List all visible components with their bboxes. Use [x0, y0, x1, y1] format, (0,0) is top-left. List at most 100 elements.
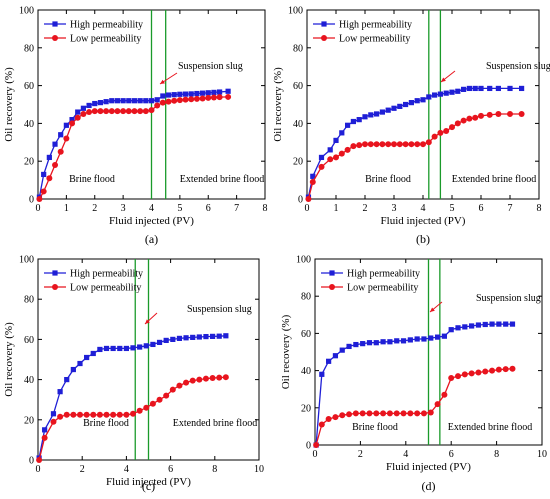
- x-tick-label: 0: [36, 464, 41, 475]
- legend-label: High permeability: [70, 269, 143, 280]
- data-point-low: [83, 411, 90, 418]
- data-point-high: [507, 85, 513, 92]
- data-point-low: [156, 396, 163, 403]
- data-point-high: [380, 339, 386, 345]
- data-point-low: [420, 141, 426, 148]
- x-tick-label: 1: [334, 203, 339, 214]
- data-point-low: [86, 109, 93, 116]
- annotation-suspension-slug: Suspension slug: [187, 304, 252, 315]
- data-point-low: [352, 410, 359, 417]
- data-point-low: [90, 411, 97, 418]
- data-point-low: [400, 410, 407, 417]
- data-point-high: [333, 137, 339, 144]
- data-point-high: [374, 111, 380, 117]
- data-point-low: [318, 421, 325, 428]
- data-point-high: [75, 109, 81, 115]
- data-point-high: [69, 117, 75, 123]
- data-point-low: [108, 108, 115, 115]
- data-point-high: [177, 91, 183, 97]
- data-point-high: [400, 338, 407, 344]
- data-point-low: [169, 386, 176, 393]
- data-point-high: [205, 90, 211, 96]
- x-axis-title: Fluid injected (PV): [381, 215, 466, 227]
- data-point-low: [460, 117, 467, 124]
- data-point-low: [136, 407, 143, 414]
- y-tick-label: 20: [24, 157, 34, 168]
- annotation-brine-flood: Brine flood: [69, 174, 115, 185]
- x-axis-title: Fluid injected (PV): [386, 461, 471, 473]
- data-point-low: [74, 114, 81, 121]
- data-point-low: [509, 365, 516, 372]
- data-point-low: [420, 410, 427, 417]
- y-tick-label: 0: [29, 195, 34, 206]
- data-point-low: [142, 108, 149, 115]
- data-point-high: [366, 340, 373, 346]
- data-point-high: [216, 333, 222, 339]
- data-point-low: [518, 110, 525, 117]
- data-point-high: [97, 346, 103, 353]
- legend-label: High permeability: [347, 269, 420, 280]
- y-axis-title: Oil recovery (%): [280, 314, 292, 389]
- data-point-low: [176, 97, 183, 104]
- data-point-high: [131, 98, 138, 104]
- data-point-high: [92, 100, 98, 107]
- data-point-low: [346, 411, 353, 418]
- data-point-high: [408, 100, 414, 106]
- data-point-low: [130, 410, 137, 417]
- x-tick-label: 2: [80, 464, 85, 475]
- data-point-low: [327, 156, 334, 163]
- data-point-high: [443, 90, 449, 96]
- data-point-high: [462, 324, 468, 330]
- data-point-high: [46, 154, 52, 161]
- data-point-low: [80, 110, 87, 117]
- data-point-high: [482, 321, 488, 328]
- data-point-low: [325, 415, 332, 422]
- legend-marker-square: [321, 21, 327, 27]
- series-line-high: [307, 87, 522, 198]
- legend-label: Low permeability: [70, 283, 141, 294]
- data-point-high: [469, 323, 475, 329]
- data-point-low: [57, 413, 64, 420]
- annotation-extended-brine-flood: Extended brine flood: [452, 174, 536, 185]
- data-point-high: [420, 97, 426, 103]
- y-tick-label: 40: [293, 119, 303, 130]
- x-axis-title: Fluid injected (PV): [106, 476, 191, 488]
- legend-label: Low permeability: [347, 283, 418, 294]
- y-tick-label: 60: [301, 329, 311, 340]
- y-tick-label: 20: [293, 157, 303, 168]
- data-point-low: [339, 412, 346, 419]
- x-tick-label: 8: [537, 203, 542, 214]
- y-axis-title: Oil recovery (%): [272, 67, 284, 142]
- series-line-high: [38, 90, 229, 198]
- data-point-high: [86, 102, 92, 109]
- data-point-high: [150, 341, 156, 348]
- data-point-high: [217, 89, 223, 95]
- data-point-low: [41, 434, 48, 441]
- data-point-high: [103, 99, 109, 105]
- data-point-low: [103, 108, 110, 115]
- data-point-low: [437, 129, 444, 136]
- data-point-low: [443, 127, 450, 134]
- data-point-high: [414, 98, 420, 104]
- y-axis-title: Oil recovery (%): [3, 67, 15, 142]
- legend-marker-square: [52, 21, 58, 27]
- data-point-high: [319, 371, 325, 377]
- data-point-low: [402, 141, 409, 148]
- data-point-high: [41, 171, 47, 178]
- data-point-low: [366, 410, 373, 417]
- x-tick-label: 4: [124, 464, 129, 475]
- y-tick-label: 0: [298, 195, 303, 206]
- data-point-low: [332, 414, 339, 421]
- series-line-low: [315, 368, 513, 446]
- y-tick-label: 20: [301, 403, 311, 414]
- data-point-high: [80, 105, 86, 111]
- x-tick-label: 0: [36, 203, 41, 214]
- data-point-low: [210, 94, 217, 101]
- x-tick-label: 6: [168, 464, 173, 475]
- data-point-low: [414, 410, 421, 417]
- data-point-high: [356, 117, 362, 123]
- data-point-high: [379, 109, 385, 115]
- data-point-high: [117, 345, 123, 352]
- x-tick-label: 4: [403, 449, 408, 460]
